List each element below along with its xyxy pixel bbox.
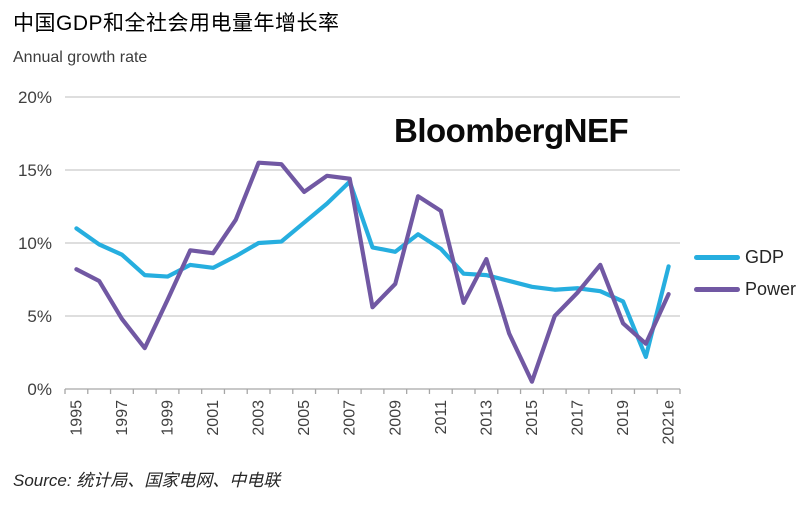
x-tick-label: 2009 [387,400,404,436]
legend-item-power: Power [694,279,796,300]
y-tick-label: 5% [27,307,52,326]
x-tick-label: 2019 [615,400,632,436]
chart-title: 中国GDP和全社会用电量年增长率 [13,12,340,35]
legend-label-gdp: GDP [745,247,785,267]
x-tick-label: 2001 [205,400,222,436]
bloombergnef-watermark: BloombergNEF [394,112,629,149]
y-tick-label: 10% [18,234,52,253]
y-tick-label: 15% [18,161,52,180]
x-tick-label: 1995 [68,400,85,436]
legend-label-power: Power [745,279,797,299]
y-tick-label: 0% [27,380,52,399]
x-tick-label: 2017 [570,400,587,436]
chart-legend: GDP Power [694,247,796,300]
x-tick-label: 2015 [524,400,541,436]
chart-subtitle: Annual growth rate [13,49,148,66]
source-note: Source: 统计局、国家电网、中电联 [13,471,281,490]
x-tick-label: 1999 [160,400,177,436]
gdp-line-swatch [694,255,740,260]
x-tick-label: 2013 [478,400,495,436]
y-tick-label: 20% [18,88,52,107]
power-series-line [74,160,671,384]
legend-item-gdp: GDP [694,247,796,268]
x-tick-label: 2003 [251,400,268,436]
x-tick-label: 2005 [296,400,313,436]
power-line-swatch [694,287,740,292]
x-tick-label: 1997 [114,400,131,436]
gdp-series-line [74,179,671,359]
x-tick-label: 2011 [433,400,450,435]
x-tick-label: 2007 [342,400,359,436]
x-tick-label: 2021e [661,400,678,445]
